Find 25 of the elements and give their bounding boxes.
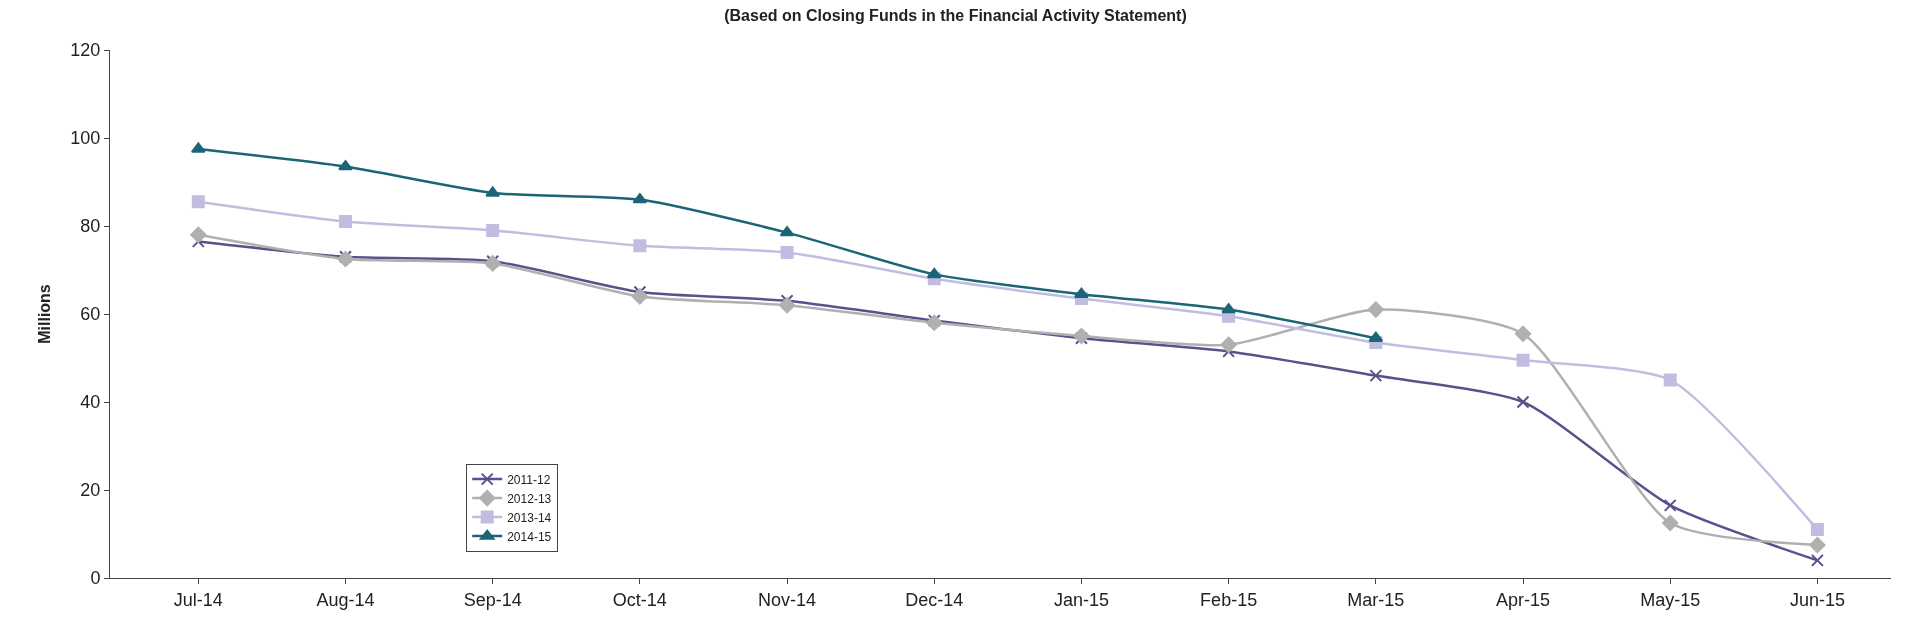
x-tick-label: Oct-14	[612, 589, 667, 610]
x-tick-label: Aug-14	[316, 589, 375, 610]
y-tick-label: 100	[70, 128, 101, 149]
legend-label: 2014-15	[507, 529, 552, 544]
x-tick-label: May-15	[1640, 589, 1701, 610]
x-tick-label: Apr-15	[1496, 589, 1551, 610]
x-tick-label: Mar-15	[1347, 589, 1405, 610]
y-tick-label: 60	[80, 304, 101, 325]
x-tick-label: Jul-14	[173, 589, 223, 610]
chart-title: (Based on Closing Funds in the Financial Activity Statement)	[724, 6, 1187, 24]
x-tick-label: Sep-14	[463, 589, 522, 610]
legend-label: 2013-14	[507, 510, 552, 525]
x-tick-label: Jan-15	[1053, 589, 1109, 610]
x-tick-label: Dec-14	[905, 589, 964, 610]
legend-label: 2011-12	[507, 472, 551, 487]
x-tick-label: Nov-14	[758, 589, 817, 610]
x-tick-label: Jun-15	[1789, 589, 1845, 610]
x-tick-label: Feb-15	[1200, 589, 1258, 610]
y-tick-label: 40	[80, 392, 101, 413]
y-tick-label: 80	[80, 216, 101, 237]
y-tick-label: 20	[80, 480, 101, 501]
y-tick-label: 0	[90, 568, 101, 589]
y-axis-title: Millions	[36, 284, 54, 344]
y-tick-label: 120	[70, 40, 101, 61]
legend-label: 2012-13	[507, 491, 552, 506]
